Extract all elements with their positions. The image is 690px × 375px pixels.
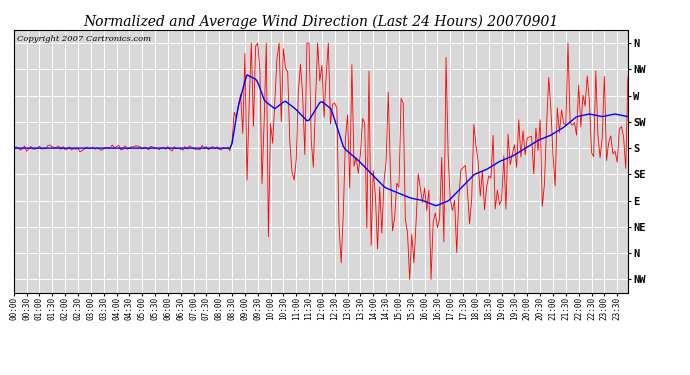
Text: Copyright 2007 Cartronics.com: Copyright 2007 Cartronics.com bbox=[17, 35, 151, 43]
Title: Normalized and Average Wind Direction (Last 24 Hours) 20070901: Normalized and Average Wind Direction (L… bbox=[83, 15, 558, 29]
